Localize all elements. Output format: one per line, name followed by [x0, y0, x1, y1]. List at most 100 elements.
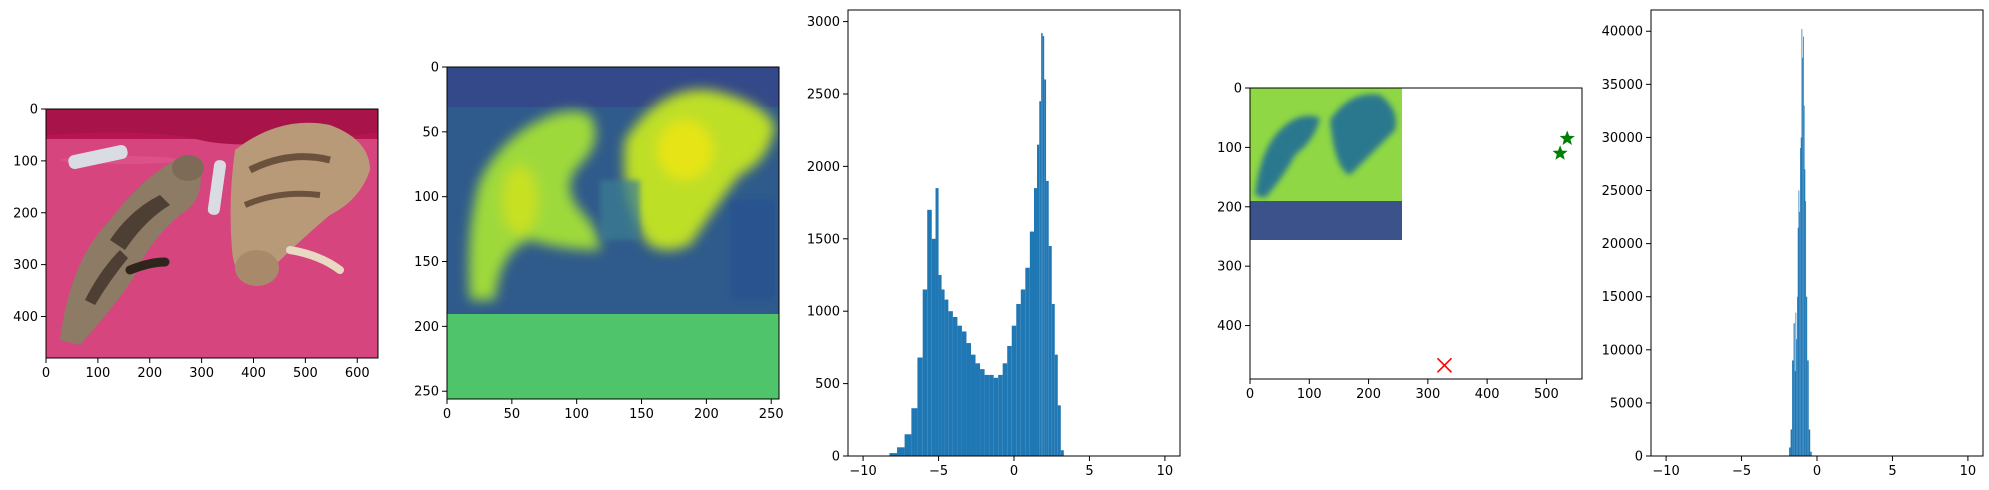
x-tick-label: 0 — [443, 407, 451, 422]
x-tick-label: 50 — [504, 407, 521, 422]
histogram-bar — [1790, 429, 1793, 456]
y-tick-label: 500 — [815, 377, 840, 392]
histogram-bar — [1054, 354, 1058, 456]
histogram-bars — [889, 33, 1064, 457]
histogram-bar — [1044, 79, 1047, 456]
histogram-bar — [1803, 36, 1804, 457]
x-tick-label: 300 — [1415, 387, 1440, 402]
y-tick-label: 20000 — [1602, 237, 1643, 252]
axes-frame — [45, 108, 379, 359]
y-tick-label: 30000 — [1602, 131, 1643, 146]
y-tick-label: 100 — [13, 154, 38, 169]
x-tick-label: 100 — [1297, 387, 1322, 402]
histogram-bar — [931, 238, 936, 456]
histogram-bar — [1800, 148, 1801, 457]
histogram-bar — [998, 374, 1003, 456]
scatter-panel: 0 100 200 300 400 500 0 100 200 300 400 — [1217, 82, 1583, 403]
histogram-bar — [1033, 188, 1038, 456]
histogram-bar — [1048, 246, 1052, 456]
histogram-bar — [1025, 267, 1030, 456]
y-tick-label: 0 — [30, 103, 38, 118]
x-tick-label: 5 — [1085, 464, 1093, 479]
y-tick-label: 25000 — [1602, 184, 1643, 199]
histogram-bar — [1046, 180, 1049, 457]
y-tick-label: 250 — [414, 385, 439, 400]
histogram-bar — [1807, 360, 1809, 456]
y-tick-label: 5000 — [1610, 396, 1643, 411]
x-tick-label: 100 — [564, 407, 589, 422]
y-tick-label: 40000 — [1602, 25, 1643, 40]
histogram-bar — [927, 209, 932, 456]
histogram-bar — [1804, 169, 1806, 457]
heatmap-image — [447, 67, 779, 399]
x-tick-label: 500 — [293, 366, 318, 381]
histogram-panel-1: −10 −5 0 5 10 0 500 1000 1500 2000 2500 3000 — [807, 9, 1181, 479]
histogram-bar — [957, 325, 962, 456]
x-tick-label: 10 — [1960, 464, 1977, 479]
histogram-bar — [922, 289, 928, 456]
y-tick-label: 0 — [1234, 82, 1242, 97]
x-tick-label: −10 — [1652, 464, 1679, 479]
y-tick-label: 15000 — [1602, 290, 1643, 305]
x-tick-label: 600 — [345, 366, 370, 381]
y-tick-label: 1500 — [807, 232, 840, 247]
histogram-bar — [1803, 105, 1805, 457]
y-tick-label: 1000 — [807, 305, 840, 320]
histogram-bar — [948, 311, 953, 456]
histogram-bar — [1798, 190, 1800, 456]
histogram-bar — [1041, 33, 1043, 457]
histogram-bar — [1020, 289, 1026, 456]
star-marker — [1559, 130, 1575, 145]
inset-image — [1250, 88, 1402, 240]
histogram-bar — [1808, 429, 1811, 456]
axes-frame — [446, 66, 780, 400]
x-tick-label: −10 — [849, 464, 876, 479]
histogram-bar — [889, 453, 898, 456]
x-tick-label: 0 — [1246, 387, 1254, 402]
histogram-bar — [1800, 137, 1802, 456]
cat-photo — [46, 109, 378, 358]
y-tick-label: 50 — [422, 125, 439, 140]
histogram-bar — [1029, 231, 1034, 456]
ticks: 0 100 200 300 400 500 600 0 100 200 300 400 — [13, 103, 369, 382]
x-tick-label: 400 — [1475, 387, 1500, 402]
x-tick-label: 0 — [1010, 464, 1018, 479]
y-tick-label: 200 — [13, 206, 38, 221]
heatmap-panel: 0 50 100 150 200 250 0 50 100 150 200 250 — [414, 61, 783, 423]
y-tick-label: 2000 — [807, 160, 840, 175]
y-tick-label: 200 — [1217, 200, 1242, 215]
x-tick-label: −5 — [929, 464, 948, 479]
histogram-bar — [1007, 345, 1012, 456]
histogram-bar — [970, 354, 976, 456]
histogram-bar — [1795, 312, 1797, 456]
histogram-bar — [1057, 405, 1061, 456]
y-tick-label: 2500 — [807, 87, 840, 102]
histogram-panel-2: −10 −5 0 5 10 0 5000 10000 15000 20000 25000 30000 3… — [1602, 9, 1984, 479]
histogram-bar — [1796, 339, 1798, 456]
histogram-bar — [1801, 29, 1803, 456]
histogram-bar — [1797, 296, 1798, 456]
y-tick-label: 400 — [1217, 319, 1242, 334]
histogram-bar — [1799, 211, 1801, 456]
histogram-bar — [1789, 447, 1791, 456]
y-tick-label: 0 — [1635, 450, 1643, 465]
histogram-bars — [1789, 29, 1812, 457]
histogram-bar — [952, 316, 958, 456]
histogram-bar — [1802, 57, 1804, 457]
ticks: 0 100 200 300 400 500 0 100 200 300 400 — [1217, 82, 1559, 403]
y-tick-label: 0 — [832, 450, 840, 465]
histogram-bar — [1792, 360, 1794, 456]
histogram-bar — [975, 363, 981, 456]
x-tick-label: 400 — [241, 366, 266, 381]
ticks: −10 −5 0 5 10 0 5000 10000 15000 20000 25000 30000 3… — [1602, 25, 1977, 479]
y-tick-label: 300 — [13, 258, 38, 273]
x-tick-label: 10 — [1157, 464, 1174, 479]
markers — [1436, 130, 1575, 373]
y-tick-label: 150 — [414, 255, 439, 270]
histogram-bar — [941, 289, 945, 456]
histogram-bar — [1793, 323, 1795, 456]
histogram-bar — [1794, 371, 1796, 456]
histogram-bar — [1011, 325, 1017, 456]
x-tick-label: 500 — [1534, 387, 1559, 402]
histogram-bar — [935, 188, 939, 456]
